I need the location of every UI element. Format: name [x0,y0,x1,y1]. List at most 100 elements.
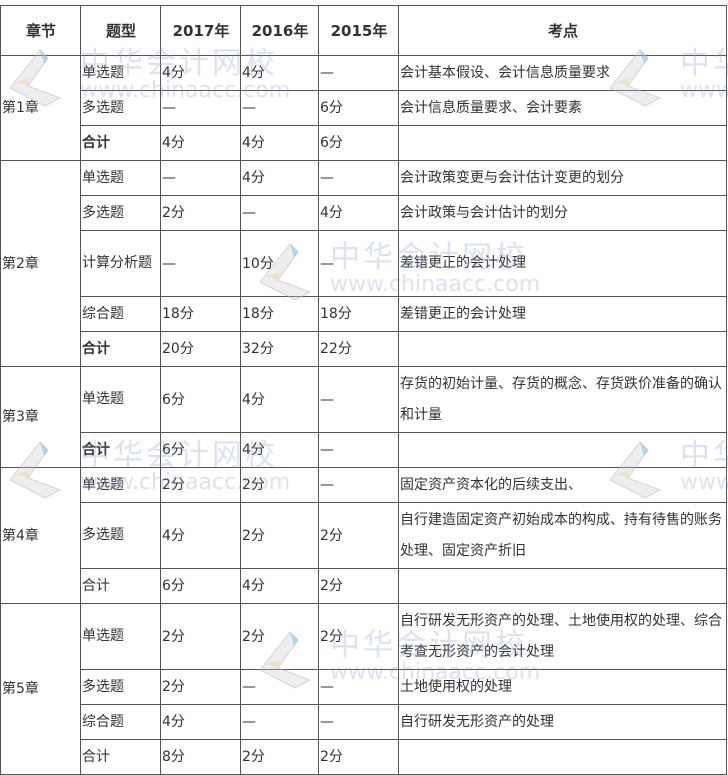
table-row: 综合题 18分 18分 18分 差错更正的会计处理 [1,296,727,332]
score-2016-cell: 10分 [240,230,319,297]
question-type-cell: 多选题 [80,195,161,231]
score-2016-cell: 4分 [240,366,319,433]
score-2017-cell: 4分 [160,502,241,569]
table-row: 合计 6分 4分 2分 [1,568,727,604]
chapter-cell: 第5章 [0,603,81,775]
chapter-cell: 第4章 [0,467,81,604]
header-exam-points: 考点 [398,5,727,56]
question-type-cell: 综合题 [80,296,161,332]
score-2015-cell: 6分 [318,90,399,126]
score-2017-cell: 2分 [160,669,241,705]
question-type-cell: 合计 [80,125,161,161]
question-type-cell: 合计 [80,432,161,468]
exam-points-cell: 固定资产资本化的后续支出、 [398,467,727,503]
score-2016-cell: — [240,90,319,126]
exam-points-cell: 自行研发无形资产的处理 [398,704,727,740]
score-2015-cell: 18分 [318,296,399,332]
score-2015-cell: — [318,55,399,91]
score-2017-cell: 20分 [160,331,241,367]
score-2017-cell: 6分 [160,568,241,604]
table-row: 合计 20分 32分 22分 [1,331,727,367]
exam-points-cell [398,432,727,468]
score-2017-cell: 2分 [160,467,241,503]
table-row: 多选题 2分 — — 土地使用权的处理 [1,669,727,705]
header-2015: 2015年 [318,5,399,56]
header-2017: 2017年 [160,5,241,56]
question-type-cell: 多选题 [80,502,161,569]
score-2016-cell: 4分 [240,125,319,161]
exam-points-cell: 自行建造固定资产初始成本的构成、持有待售的账务处理、固定资产折旧 [398,502,727,569]
exam-points-cell: 会计基本假设、会计信息质量要求 [398,55,727,91]
chapter-cell: 第2章 [0,160,81,367]
score-2015-cell: 6分 [318,125,399,161]
exam-points-table: 章节 题型 2017年 2016年 2015年 考点 第1章 单选题 4分 4分 — 会计… [0,5,727,775]
score-2016-cell: — [240,704,319,740]
score-2016-cell: 2分 [240,739,319,775]
exam-points-cell [398,125,727,161]
score-2015-cell: 2分 [318,568,399,604]
score-2016-cell: — [240,195,319,231]
score-2016-cell: 4分 [240,55,319,91]
score-2015-cell: — [318,467,399,503]
score-2016-cell: 4分 [240,568,319,604]
score-2015-cell: — [318,669,399,705]
question-type-cell: 单选题 [80,366,161,433]
score-2015-cell: 2分 [318,502,399,569]
score-2015-cell: 2分 [318,739,399,775]
score-2016-cell: — [240,669,319,705]
table-row: 多选题 4分 2分 2分 自行建造固定资产初始成本的构成、持有待售的账务处理、固定资产折… [1,502,727,569]
table-row: 第3章 单选题 6分 4分 — 存货的初始计量、存货的概念、存货跌价准备的确认和计量 [0,366,727,468]
question-type-cell: 多选题 [80,669,161,705]
table-row: 第2章 单选题 —4分 — 会计政策变更与会计估计变更的划分 [0,160,727,367]
exam-points-cell: 差错更正的会计处理 [398,296,727,332]
exam-points-cell: 差错更正的会计处理 [398,230,727,297]
score-2016-cell: 32分 [240,331,319,367]
question-type-cell: 合计 [80,568,161,604]
table-row: 综合题 4分 — — 自行研发无形资产的处理 [1,704,727,740]
table-row: 第4章 单选题 2分 2分 — 固定资产资本化的后续支出、 [0,467,727,604]
question-type-cell: 综合题 [80,704,161,740]
score-2017-cell: 4分 [160,125,241,161]
table-row: 合计 8分 2分 2分 [1,739,727,775]
question-type-cell: 单选题 [80,55,161,91]
score-2017-cell: 8分 [160,739,241,775]
score-2017-cell: 2分 [160,603,241,670]
table-row: 多选题 2分 —4分 会计政策与会计估计的划分 [1,195,727,231]
chapter-cell: 第3章 [0,366,81,468]
table-row: 多选题 — —6分 会计信息质量要求、会计要素 [1,90,727,126]
chapter-cell: 第1章 [0,55,81,161]
score-2017-cell: — [160,230,241,297]
question-type-cell: 合计 [80,331,161,367]
exam-points-cell: 会计政策与会计估计的划分 [398,195,727,231]
table-row: 合计 4分 4分 6分 [1,125,727,161]
score-2016-cell: 18分 [240,296,319,332]
header-row: 章节 题型 2017年 2016年 2015年 考点 [0,5,727,56]
score-2017-cell: 2分 [160,195,241,231]
exam-points-cell [398,739,727,775]
question-type-cell: 计算分析题 [80,230,161,297]
table-row: 合计 6分 4分 — [1,432,727,468]
header-2016: 2016年 [240,5,319,56]
score-2016-cell: 2分 [240,467,319,503]
score-2015-cell: — [318,704,399,740]
exam-points-cell [398,331,727,367]
question-type-cell: 合计 [80,739,161,775]
exam-points-cell: 会计政策变更与会计估计变更的划分 [398,160,727,196]
score-2017-cell: 4分 [160,55,241,91]
question-type-cell: 单选题 [80,467,161,503]
score-2017-cell: 4分 [160,704,241,740]
table-row: 第5章 单选题 2分 2分 2分 自行研发无形资产的处理、土地使用权的处理、综合考查无形资… [0,603,727,775]
score-2016-cell: 2分 [240,603,319,670]
score-2017-cell: 6分 [160,366,241,433]
score-2016-cell: 2分 [240,502,319,569]
exam-points-cell [398,568,727,604]
header-chapter: 章节 [0,5,81,56]
score-2016-cell: 4分 [240,432,319,468]
score-2015-cell: — [318,366,399,433]
table-row: 计算分析题 —10分 — 差错更正的会计处理 [1,230,727,297]
header-question-type: 题型 [80,5,161,56]
score-2015-cell: 2分 [318,603,399,670]
exam-points-cell: 存货的初始计量、存货的概念、存货跌价准备的确认和计量 [398,366,727,433]
score-2015-cell: — [318,432,399,468]
score-2015-cell: 4分 [318,195,399,231]
